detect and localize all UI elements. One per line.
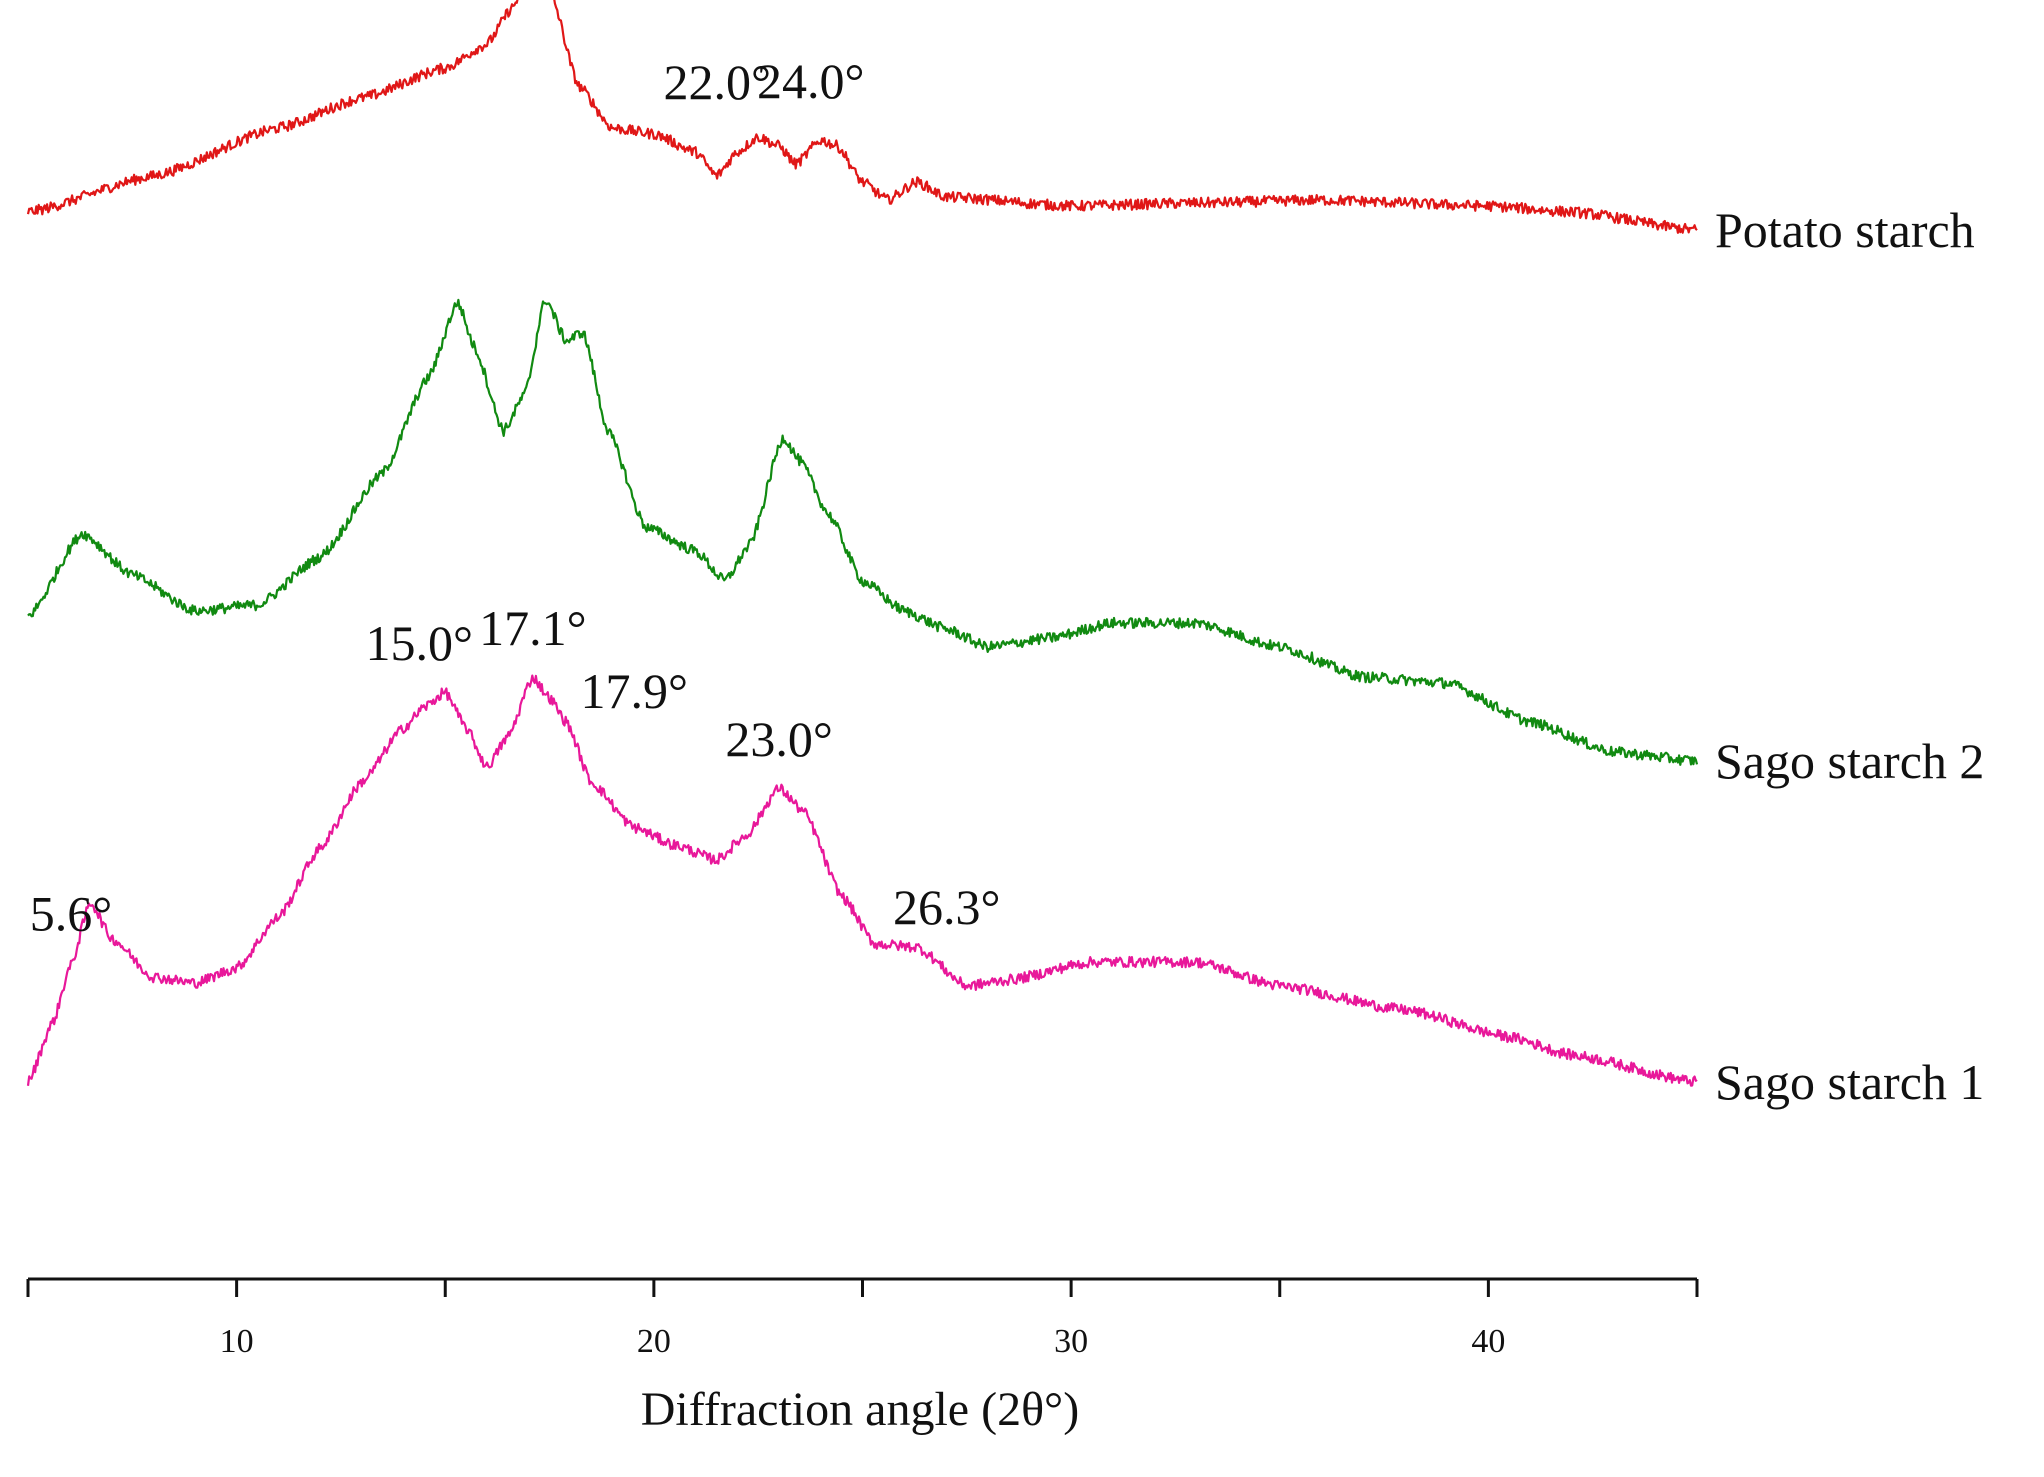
peak-label-sago-starch-1-1: 15.0°	[366, 615, 474, 671]
peak-labels-layer: 15.0°17.0°18.0°23.0°17.0°22.0°24.0°5.6°1…	[30, 53, 1001, 942]
peak-label-sago-starch-1-2: 17.1°	[479, 600, 587, 656]
peak-label-sago-starch-1-3: 17.9°	[581, 663, 689, 719]
peak-label-potato-starch-1: 22.0°	[664, 54, 772, 110]
x-tick-label-30: 30	[1054, 1323, 1088, 1360]
x-tick-label-20: 20	[637, 1323, 671, 1360]
peak-label-potato-starch-2: 24.0°	[757, 53, 865, 109]
peak-label-sago-starch-1-5: 26.3°	[893, 879, 1001, 935]
x-axis-title: Diffraction angle (2θ°)	[641, 1383, 1079, 1436]
series-name-sago-starch-1: Sago starch 1	[1715, 1054, 1984, 1110]
trace-sago-starch-2	[27, 298, 1699, 766]
trace-sago-starch-1	[26, 674, 1698, 1087]
peak-label-sago-starch-1-0: 5.6°	[30, 886, 113, 942]
x-axis: 10 20 30 40 Diffraction angle (2θ°)	[26, 1277, 1699, 1436]
series-name-potato-starch: Potato starch	[1715, 202, 1975, 258]
x-ticks: 10 20 30 40	[26, 1279, 1699, 1360]
x-tick-label-40: 40	[1471, 1323, 1505, 1360]
series-name-sago-starch-2: Sago starch 2	[1715, 733, 1984, 789]
traces-layer	[26, 0, 1699, 1087]
x-tick-label-10: 10	[220, 1323, 254, 1360]
trace-potato-starch	[26, 0, 1698, 234]
peak-label-sago-starch-1-4: 23.0°	[725, 711, 833, 767]
